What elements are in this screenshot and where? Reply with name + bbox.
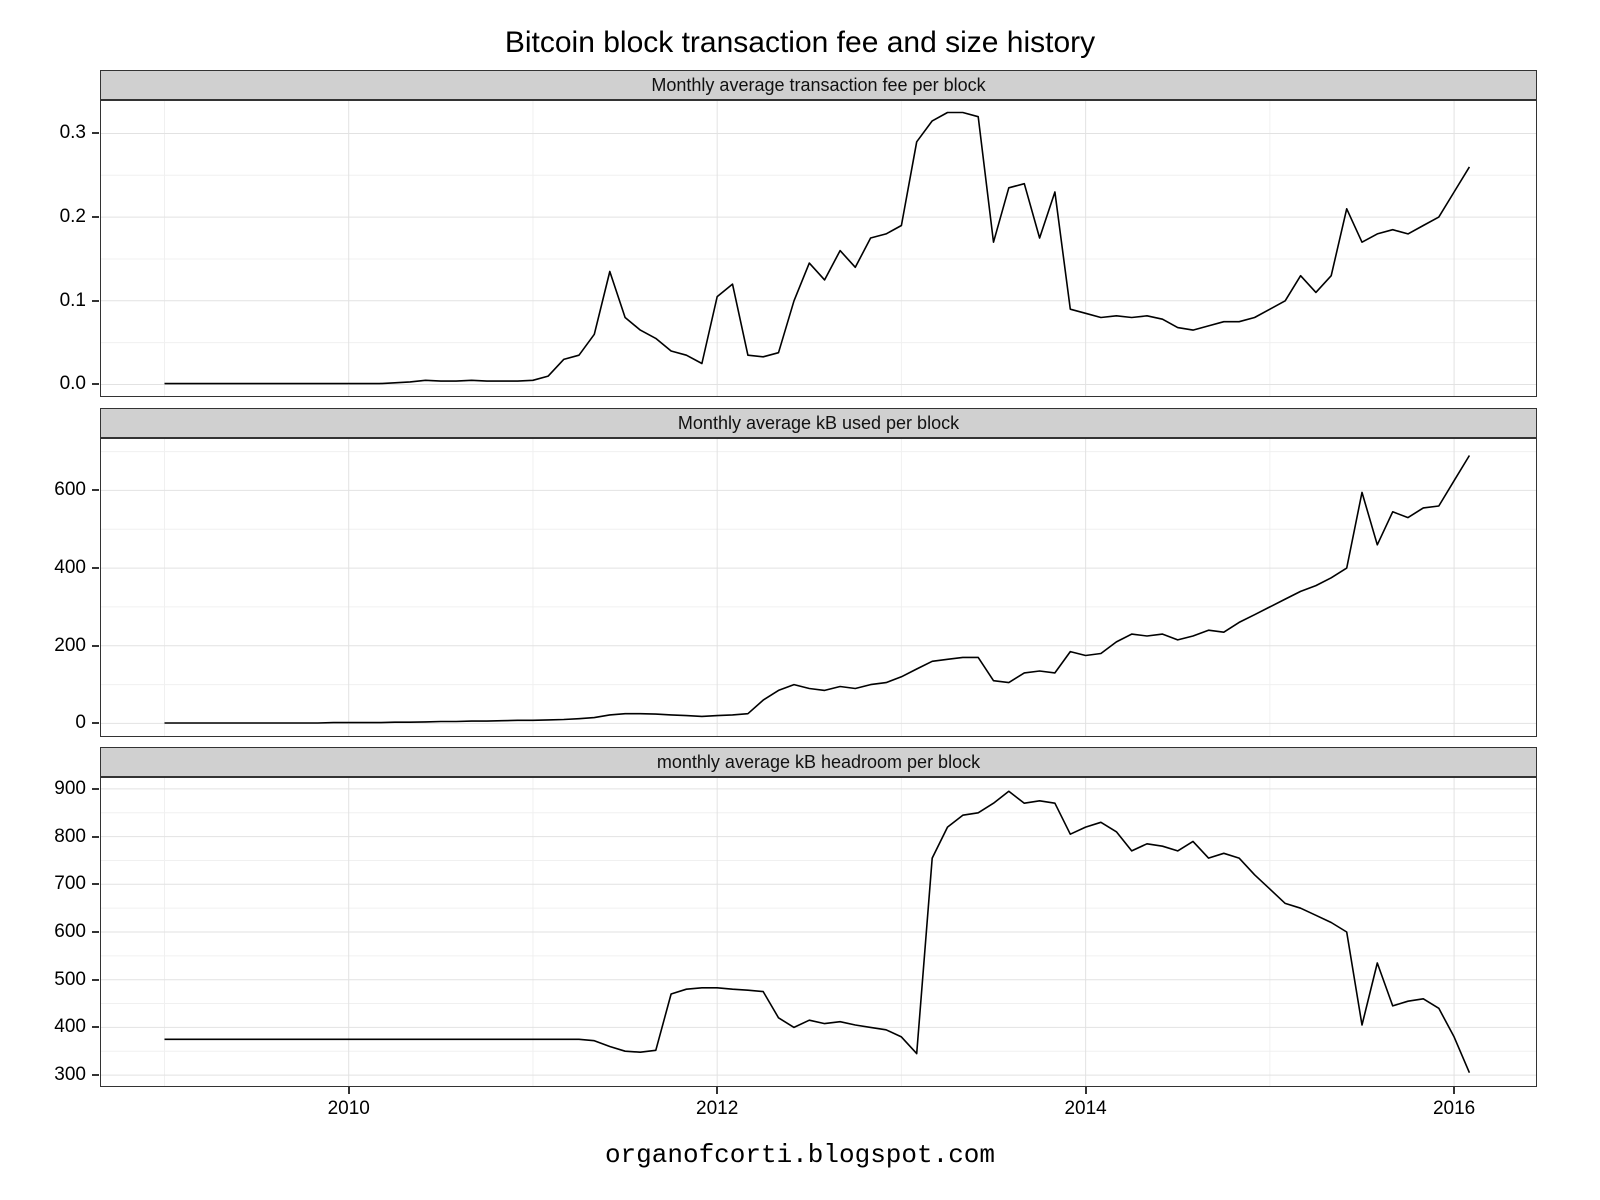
x-tick-label: 2016: [1432, 1098, 1476, 1119]
y-tick-mark: [92, 644, 99, 647]
footer-credit: organofcorti.blogspot.com: [604, 1140, 996, 1170]
x-tick-label: 2010: [327, 1098, 370, 1119]
series-line: [164, 111, 1471, 385]
fee-line-chart: [100, 100, 1537, 397]
y-tick-mark: [92, 978, 99, 981]
y-tick-mark: [92, 383, 99, 386]
y-tick-label: 0.1: [59, 289, 86, 311]
facet-strip-label: Monthly average transaction fee per bloc…: [100, 70, 1537, 100]
y-tick-label: 400: [54, 1016, 86, 1038]
y-tick-mark: [92, 1074, 99, 1077]
facet-strip-label: monthly average kB headroom per block: [100, 747, 1537, 777]
y-tick-label: 0.0: [59, 373, 86, 395]
y-tick-label: 200: [54, 634, 86, 656]
facet-fee: Monthly average transaction fee per bloc…: [100, 70, 1537, 397]
y-tick-label: 900: [54, 777, 86, 799]
y-tick-mark: [92, 1026, 99, 1029]
series-line: [164, 790, 1471, 1074]
y-tick-mark: [92, 216, 99, 219]
y-tick-mark: [92, 722, 99, 725]
x-tick-label: 2012: [696, 1098, 739, 1119]
y-tick-label: 500: [54, 968, 86, 990]
y-tick-mark: [92, 489, 99, 492]
x-tick-label: 2014: [1064, 1098, 1107, 1119]
y-tick-label: 0: [75, 712, 86, 734]
facet-kb-used: Monthly average kB used per block: [100, 408, 1537, 737]
y-tick-mark: [92, 931, 99, 933]
x-tick-mark: [347, 1087, 350, 1094]
y-tick-mark: [92, 787, 99, 790]
y-tick-mark: [92, 132, 99, 135]
kb-used-line-chart: [100, 438, 1537, 737]
x-tick-mark: [1453, 1087, 1456, 1094]
x-tick-mark: [1084, 1087, 1087, 1094]
y-tick-mark: [92, 883, 99, 886]
chart-title: Bitcoin block transaction fee and size h…: [504, 26, 1096, 59]
kb-headroom-line-chart: [100, 777, 1537, 1087]
y-tick-label: 600: [54, 479, 86, 501]
y-tick-mark: [92, 299, 99, 302]
y-tick-label: 800: [54, 825, 86, 847]
y-tick-label: 400: [54, 557, 86, 579]
x-tick-mark: [716, 1087, 719, 1094]
facet-strip-label: Monthly average kB used per block: [100, 408, 1537, 438]
y-tick-label: 300: [54, 1064, 86, 1086]
y-tick-mark: [92, 835, 99, 838]
y-tick-mark: [92, 567, 99, 570]
facet-panel: [100, 777, 1537, 1087]
facet-kb-headroom: monthly average kB headroom per block: [100, 747, 1537, 1087]
series-line: [164, 455, 1471, 724]
facet-panel: [100, 438, 1537, 737]
y-tick-label: 700: [54, 873, 86, 895]
facet-panel: [100, 100, 1537, 397]
y-tick-label: 0.3: [59, 122, 86, 144]
y-tick-label: 600: [54, 921, 86, 942]
y-tick-label: 0.2: [59, 206, 86, 228]
